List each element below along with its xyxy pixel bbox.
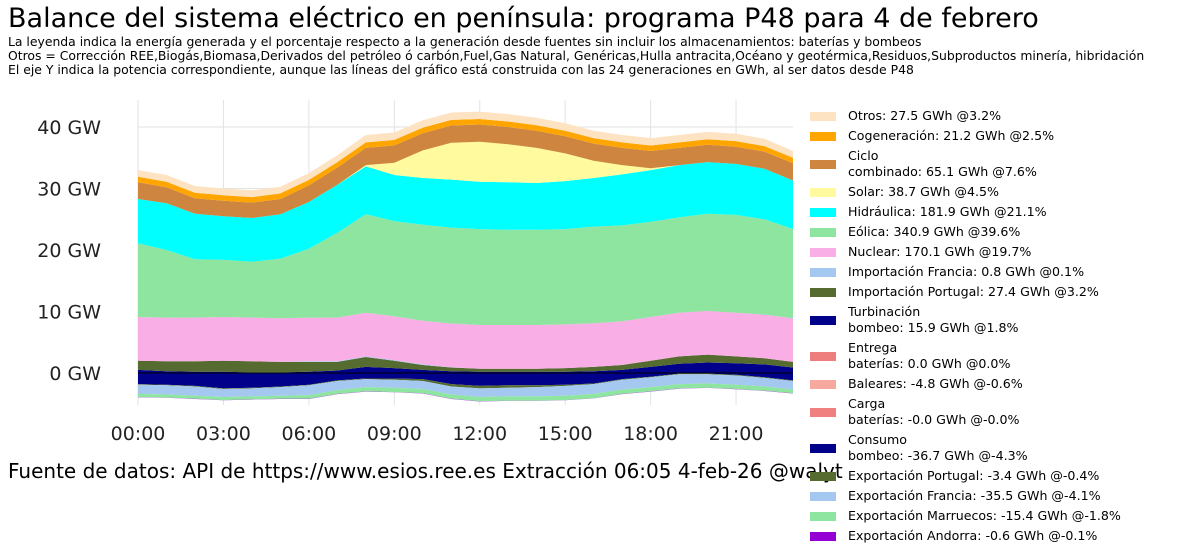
legend-swatch xyxy=(810,131,836,141)
legend-label: Entrega baterías: 0.0 GWh @0.0% xyxy=(848,340,1011,371)
area-pos-ciclo-combinado xyxy=(138,124,793,218)
legend-swatch xyxy=(810,443,836,453)
axis-ticks: 0 GW 10 GW 20 GW 30 GW 40 GW 00:00 03:00 06:00 0… xyxy=(37,117,763,445)
area-neg-consumo-bombeo xyxy=(138,373,793,389)
legend-label: Exportación Marruecos: -15.4 GWh @-1.8% xyxy=(848,508,1121,523)
legend-swatch xyxy=(810,207,836,217)
legend-swatch xyxy=(810,247,836,257)
legend-swatch xyxy=(810,227,836,237)
stacked-area-chart: 0 GW 10 GW 20 GW 30 GW 40 GW 00:00 03:00 06:00 0… xyxy=(37,100,793,445)
y-tick-label: 20 GW xyxy=(37,240,101,262)
legend-label: Turbinación bombeo: 15.9 GWh @1.8% xyxy=(848,304,1019,335)
legend-label: Consumo bombeo: -36.7 GWh @-4.3% xyxy=(848,432,1028,463)
area-series xyxy=(138,111,793,402)
legend-swatch xyxy=(810,491,836,501)
legend-swatch xyxy=(810,531,836,541)
area-pos-eolica xyxy=(138,213,793,325)
legend-label: Otros: 27.5 GWh @3.2% xyxy=(848,108,1002,123)
legend-swatch xyxy=(810,511,836,521)
subtitle-line-1: La leyenda indica la energía generada y … xyxy=(8,34,922,49)
legend-label: Solar: 38.7 GWh @4.5% xyxy=(848,184,999,199)
legend-swatch xyxy=(810,379,836,389)
x-tick-label: 18:00 xyxy=(623,423,678,445)
legend-swatch xyxy=(810,315,836,325)
legend-label: Importación Francia: 0.8 GWh @0.1% xyxy=(848,264,1085,279)
legend-swatch xyxy=(810,471,836,481)
legend-swatch xyxy=(810,287,836,297)
legend-label: Ciclo combinado: 65.1 GWh @7.6% xyxy=(848,148,1037,179)
area-pos-turbinacion-bombeo xyxy=(138,362,793,373)
legend-swatch xyxy=(810,187,836,197)
x-tick-label: 09:00 xyxy=(367,423,422,445)
legend-swatch xyxy=(810,407,836,417)
area-pos-cogeneracion xyxy=(138,119,793,203)
area-pos-otros xyxy=(138,111,793,198)
chart-title: Balance del sistema eléctrico en penínsu… xyxy=(8,3,1039,34)
legend-label: Exportación Andorra: -0.6 GWh @-0.1% xyxy=(848,528,1098,543)
x-tick-label: 21:00 xyxy=(709,423,764,445)
legend-swatch xyxy=(810,111,836,121)
x-tick-label: 00:00 xyxy=(111,423,166,445)
legend-label: Exportación Portugal: -3.4 GWh @-0.4% xyxy=(848,468,1100,483)
legend-label: Exportación Francia: -35.5 GWh @-4.1% xyxy=(848,488,1101,503)
area-pos-importacion-portugal xyxy=(138,354,793,373)
legend-label: Baleares: -4.8 GWh @-0.6% xyxy=(848,376,1023,391)
x-tick-label: 06:00 xyxy=(281,423,336,445)
legend-label: Nuclear: 170.1 GWh @19.7% xyxy=(848,244,1032,259)
legend-swatch xyxy=(810,351,836,361)
x-tick-label: 03:00 xyxy=(196,423,251,445)
x-tick-label: 12:00 xyxy=(452,423,507,445)
legend-label: Carga baterías: -0.0 GWh @-0.0% xyxy=(848,396,1020,427)
area-pos-nuclear xyxy=(138,310,793,369)
y-tick-label: 30 GW xyxy=(37,179,101,201)
area-neg-exportacion-marruecos xyxy=(138,383,793,402)
area-neg-exportacion-portugal xyxy=(138,373,793,389)
y-tick-label: 0 GW xyxy=(49,363,101,385)
x-tick-label: 15:00 xyxy=(538,423,593,445)
subtitle-line-2: Otros = Corrección REE,Biogás,Biomasa,De… xyxy=(8,48,1145,63)
legend-label: Hidráulica: 181.9 GWh @21.1% xyxy=(848,204,1047,219)
y-tick-label: 10 GW xyxy=(37,302,101,324)
area-neg-exportacion-francia xyxy=(138,374,793,397)
legend-swatch xyxy=(810,267,836,277)
area-pos-hidraulica xyxy=(138,162,793,262)
legend-swatch xyxy=(810,159,836,169)
legend-label: Cogeneración: 21.2 GWh @2.5% xyxy=(848,128,1055,143)
legend-label: Importación Portugal: 27.4 GWh @3.2% xyxy=(848,284,1099,299)
subtitle-line-3: El eje Y indica la potencia correspondie… xyxy=(8,62,914,77)
y-tick-label: 40 GW xyxy=(37,117,101,139)
legend-label: Eólica: 340.9 GWh @39.6% xyxy=(848,224,1021,239)
data-source-note: Fuente de datos: API de https://www.esio… xyxy=(8,459,843,483)
area-pos-solar xyxy=(138,141,793,218)
